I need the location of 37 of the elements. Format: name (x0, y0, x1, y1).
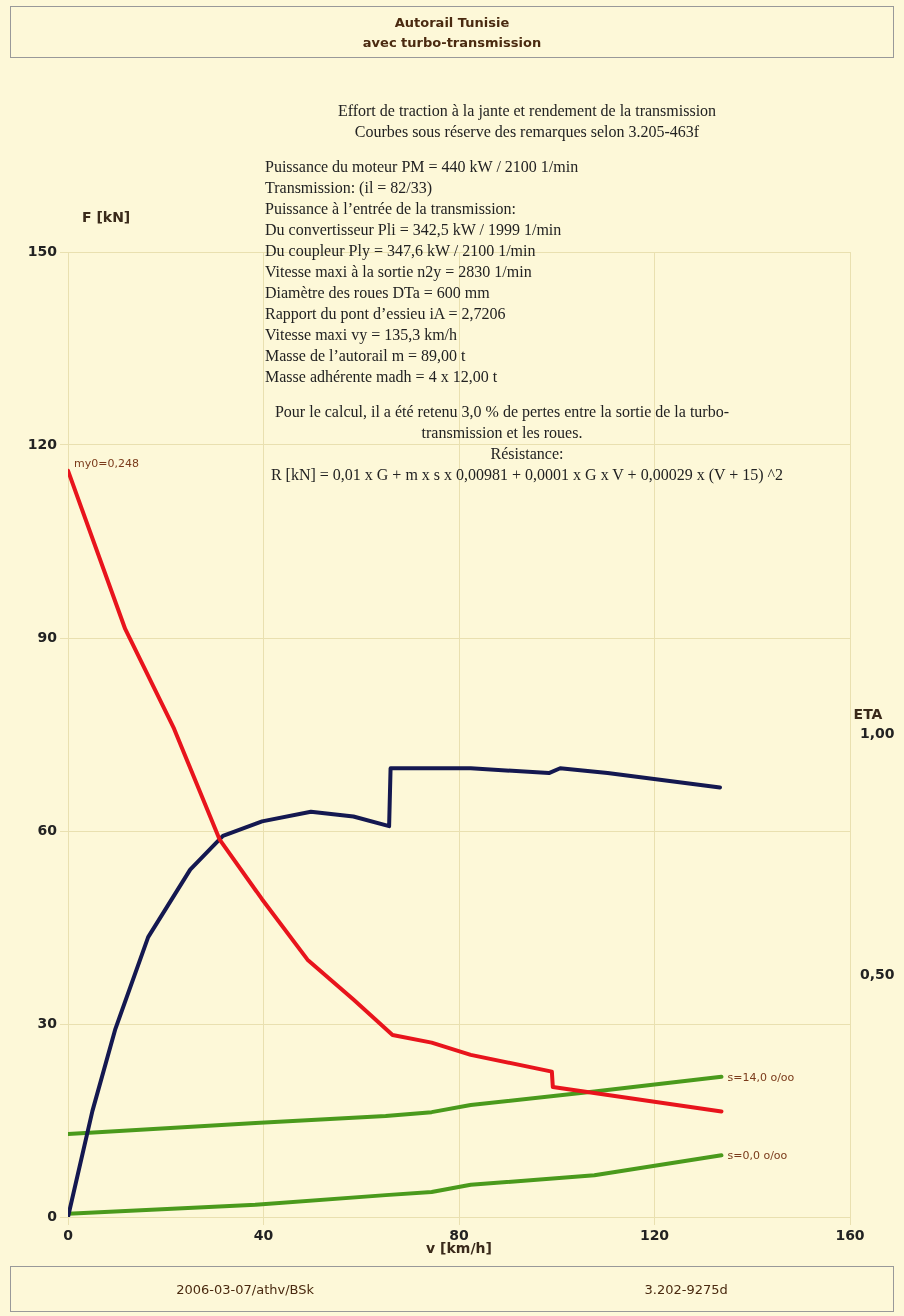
annotation: Masse adhérente madh = 4 x 12,00 t (264, 367, 499, 387)
series-label: s=0,0 o/oo (727, 1149, 788, 1163)
annotation: my0=0,248 (74, 456, 139, 470)
y-tick-label: 30 (37, 1014, 58, 1031)
x-tick-label: 120 (639, 1227, 670, 1244)
y-tick-label: 90 (37, 628, 58, 645)
y-tick-label: 60 (37, 821, 58, 838)
text: Du convertisseur Pli = 342,5 kW / 1999 1/min (264, 220, 563, 240)
chart-title: Effort de traction à la jante et rendement de la transmission (336, 101, 718, 121)
text: avec turbo-transmission (361, 34, 543, 52)
annotation: R [kN] = 0,01 x G + m x s x 0,00981 + 0,0001 x G x V + 0,00029 x (V + 15) ^2 (269, 465, 785, 485)
text: Puissance à l’entrée de la transmission: (264, 199, 518, 219)
text: 2006-03-07/athv/BSk (176, 1281, 315, 1297)
series-label: s=14,0 o/oo (727, 1070, 795, 1084)
y-tick-label: 150 (27, 242, 58, 259)
y-tick-label: 120 (27, 435, 58, 452)
y2-tick-label: 1,00 (860, 725, 895, 742)
annotation: Diamètre des roues DTa = 600 mm (264, 283, 491, 303)
y2-tick-label: 0,50 (860, 966, 895, 983)
y-axis-title: F [kN] (82, 209, 131, 225)
annotation: Vitesse maxi à la sortie n2y = 2830 1/min (264, 262, 533, 282)
text: Puissance du moteur PM = 440 kW / 2100 1/min (264, 157, 580, 177)
y2-axis-title: ETA (853, 705, 883, 722)
annotation: Résistance: (489, 444, 565, 464)
chart-subtitle: Courbes sous réserve des remarques selon 3.205-463f (353, 122, 701, 142)
text: Transmission: (il = 82/33) (264, 178, 434, 198)
annotation: Rapport du pont d’essieu iA = 2,7206 (264, 304, 507, 324)
text: 3.202-9275d (644, 1281, 728, 1297)
annotation: Du coupleur Ply = 347,6 kW / 2100 1/min (264, 241, 537, 261)
x-tick-label: 0 (63, 1227, 74, 1244)
x-tick-label: 160 (835, 1227, 865, 1244)
y-tick-label: 0 (47, 1207, 58, 1224)
annotation: Pour le calcul, il a été retenu 3,0 % de pertes entre la sortie de la turbo-transmission et les roues. (273, 402, 730, 443)
annotation: Masse de l’autorail m = 89,00 t (264, 346, 467, 366)
x-tick-label: 40 (253, 1227, 274, 1244)
annotation: Vitesse maxi vy = 135,3 km/h (264, 325, 459, 345)
text: Autorail Tunisie (393, 14, 511, 32)
